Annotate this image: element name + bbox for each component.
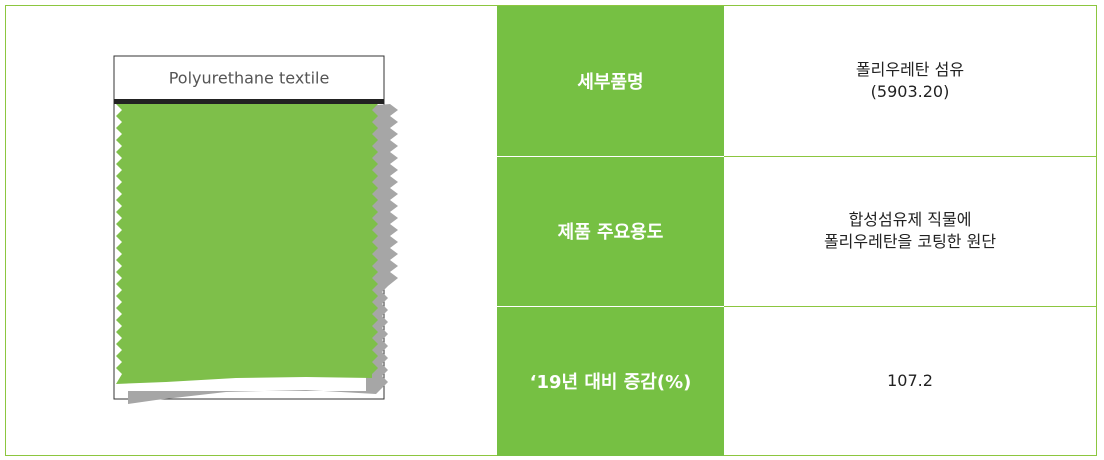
swatch-label: Polyurethane textile	[169, 69, 330, 88]
swatch-illustration: Polyurethane textile	[113, 55, 398, 404]
table-row: 제품 주요용도 합성섬유제 직물에 폴리우레탄을 코팅한 원단	[497, 156, 1096, 306]
value-line: (5903.20)	[870, 82, 950, 101]
row-label: ‘19년 대비 증감(%)	[497, 306, 724, 456]
swatch-area: Polyurethane textile	[6, 6, 497, 455]
value-line: 합성섬유제 직물에	[848, 210, 972, 229]
label-divider	[497, 156, 724, 157]
row-value: 107.2	[724, 306, 1096, 456]
row-divider	[724, 156, 1096, 157]
value-line: 폴리우레탄 섬유	[855, 60, 965, 79]
label-divider	[497, 306, 724, 307]
table-row: ‘19년 대비 증감(%) 107.2	[497, 306, 1096, 456]
value-line: 폴리우레탄을 코팅한 원단	[823, 232, 997, 251]
row-divider	[724, 306, 1096, 307]
info-table: 세부품명 폴리우레탄 섬유 (5903.20) 제품 주요용도 합성섬유제 직물에 폴리우…	[497, 6, 1096, 456]
row-label: 제품 주요용도	[497, 156, 724, 306]
swatch-fabric	[116, 104, 378, 384]
row-label: 세부품명	[497, 6, 724, 156]
table-row: 세부품명 폴리우레탄 섬유 (5903.20)	[497, 6, 1096, 156]
row-value: 폴리우레탄 섬유 (5903.20)	[724, 6, 1096, 156]
swatch-bar	[114, 99, 384, 104]
value-line: 107.2	[887, 371, 933, 390]
panel: Polyurethane textile 세부품명 폴리우레탄 섬유 (5903.2…	[5, 5, 1097, 456]
